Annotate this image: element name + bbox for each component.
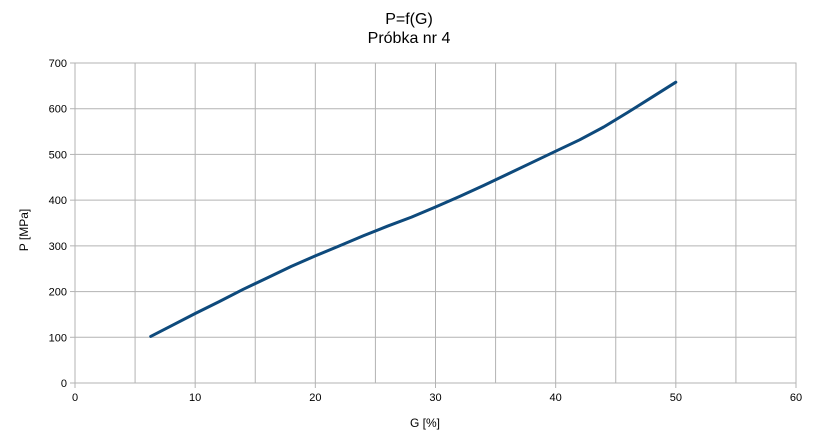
series-line [149,80,678,338]
y-tick-label: 400 [49,195,67,207]
x-tick-label: 30 [429,392,441,404]
y-axis-label: P [MPa] [17,209,31,251]
y-tick-label: 200 [49,287,67,299]
x-tick-label: 0 [72,392,78,404]
chart-title: P=f(G) [385,11,433,28]
x-tick-label: 40 [550,392,562,404]
y-tick-label: 100 [49,332,67,344]
chart-subtitle: Próbka nr 4 [368,30,451,47]
x-tick-label: 60 [790,392,802,404]
x-tick-label: 20 [309,392,321,404]
y-axis-ticks: 0 100 200 300 400 500 600 700 [49,58,75,390]
x-axis-label: G [%] [410,416,440,430]
y-tick-label: 700 [49,58,67,70]
x-tick-label: 10 [189,392,201,404]
y-tick-label: 500 [49,149,67,161]
y-tick-label: 0 [61,378,67,390]
gridlines [74,62,797,384]
series-layer [149,80,678,338]
x-tick-label: 50 [670,392,682,404]
y-tick-label: 300 [49,241,67,253]
y-tick-label: 600 [49,104,67,116]
x-axis-ticks: 0 10 20 30 40 50 60 [72,383,802,404]
